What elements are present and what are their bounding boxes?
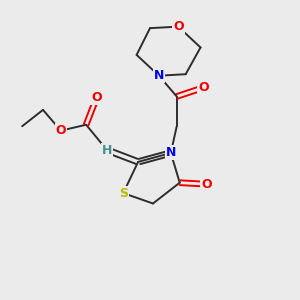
Text: N: N: [166, 146, 176, 160]
Text: O: O: [201, 178, 212, 191]
Text: O: O: [91, 92, 102, 104]
Text: O: O: [173, 20, 184, 33]
Text: N: N: [154, 69, 164, 82]
Text: S: S: [119, 187, 128, 200]
Text: O: O: [56, 124, 66, 137]
Text: H: H: [102, 143, 112, 157]
Text: O: O: [198, 81, 209, 94]
